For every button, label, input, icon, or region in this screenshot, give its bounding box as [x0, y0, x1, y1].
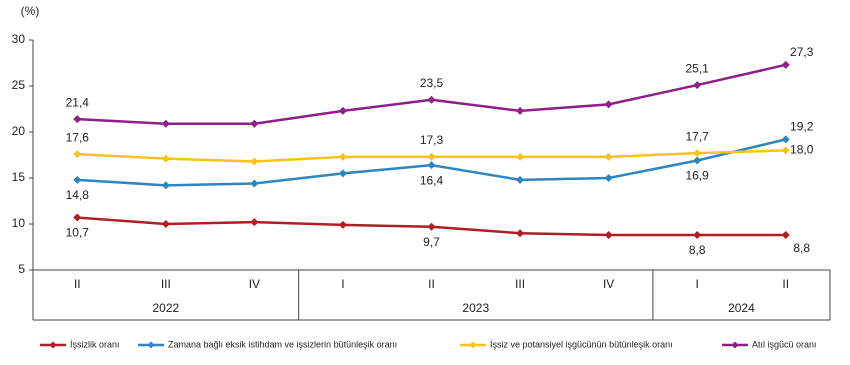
point-marker	[338, 106, 347, 115]
point-marker	[781, 146, 790, 155]
legend-label: Zamana bağlı eksik istihdam ve işsizleri…	[168, 339, 397, 349]
point-marker	[73, 213, 82, 222]
point-marker	[781, 135, 790, 144]
point-marker	[781, 231, 790, 240]
x-tick-label: II	[74, 277, 81, 291]
point-marker	[73, 115, 82, 124]
point-marker	[604, 174, 613, 182]
data-label: 17,7	[685, 129, 709, 143]
point-marker	[604, 100, 613, 109]
x-tick-label: III	[161, 277, 171, 291]
point-marker	[161, 154, 170, 163]
point-marker	[250, 157, 259, 166]
data-label: 17,3	[420, 133, 444, 147]
point-marker	[693, 81, 702, 90]
y-tick-label: 5	[18, 262, 25, 276]
x-tick-label: IV	[603, 277, 614, 291]
point-marker	[516, 175, 525, 184]
series-line	[77, 63, 787, 125]
y-tick-label: 20	[12, 124, 26, 138]
y-tick-label: 10	[12, 216, 26, 230]
data-label: 8,8	[689, 243, 706, 257]
point-marker	[161, 220, 170, 228]
point-marker	[250, 218, 259, 227]
point-marker	[604, 231, 613, 240]
point-marker	[73, 175, 82, 184]
y-tick-label: 25	[12, 78, 26, 92]
x-tick-label: I	[341, 277, 344, 291]
y-tick-label: 30	[12, 32, 26, 46]
legend-marker	[147, 341, 155, 349]
data-label: 21,4	[66, 95, 90, 109]
data-label: 16,9	[685, 169, 709, 183]
point-marker	[516, 152, 525, 161]
data-label: 27,3	[790, 45, 814, 59]
point-marker	[427, 152, 436, 161]
legend-label: Atıl işgücü oranı	[752, 339, 817, 349]
data-label: 10,7	[66, 226, 90, 240]
data-label: 16,4	[420, 173, 444, 187]
x-tick-label: III	[515, 277, 525, 291]
point-marker	[427, 161, 436, 170]
data-label: 17,6	[66, 130, 90, 144]
data-label: 18,0	[790, 143, 814, 157]
legend-label: İşsizlik oranı	[70, 339, 120, 349]
point-marker	[693, 149, 702, 158]
point-marker	[250, 179, 259, 188]
x-group-label: 2024	[728, 301, 755, 315]
point-marker	[427, 95, 436, 104]
x-group-label: 2022	[152, 301, 179, 315]
x-tick-label: IV	[249, 277, 260, 291]
point-marker	[338, 152, 347, 161]
point-marker	[250, 119, 259, 128]
x-tick-label: II	[428, 277, 435, 291]
point-marker	[427, 222, 436, 231]
data-label: 23,5	[420, 76, 444, 90]
legend-marker	[49, 341, 57, 349]
point-marker	[781, 60, 790, 69]
point-marker	[693, 231, 702, 240]
y-axis-label: (%)	[21, 4, 40, 18]
legend-marker	[731, 341, 739, 349]
data-label: 9,7	[423, 235, 440, 249]
legend-marker	[469, 341, 477, 349]
point-marker	[338, 169, 347, 178]
data-label: 14,8	[66, 188, 90, 202]
point-marker	[693, 156, 702, 165]
point-marker	[161, 181, 170, 190]
point-marker	[516, 106, 525, 115]
x-tick-label: I	[695, 277, 698, 291]
data-label: 8,8	[793, 241, 810, 255]
data-label: 19,2	[790, 120, 814, 134]
point-marker	[516, 229, 525, 238]
point-marker	[161, 119, 170, 128]
x-group-label: 2023	[462, 301, 489, 315]
legend-label: İşsiz ve potansiyel işgücünün bütünleşik…	[490, 339, 673, 349]
legend: İşsizlik oranı Zamana bağlı eksik istihda…	[40, 339, 817, 349]
x-tick-label: II	[782, 277, 789, 291]
point-marker	[604, 152, 613, 161]
data-label: 25,1	[685, 61, 709, 75]
y-tick-label: 15	[12, 170, 26, 184]
point-marker	[338, 220, 347, 229]
point-marker	[73, 150, 82, 159]
